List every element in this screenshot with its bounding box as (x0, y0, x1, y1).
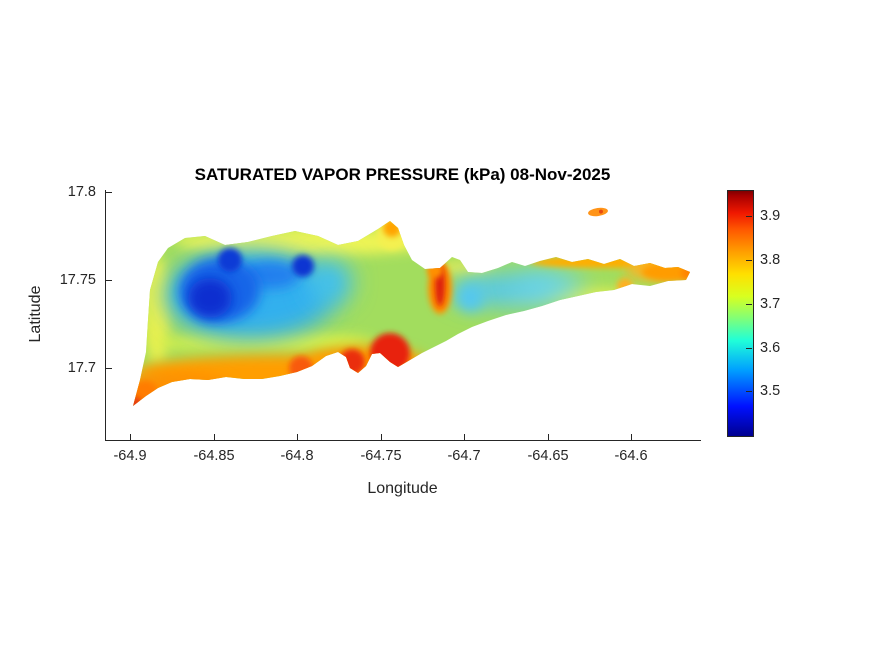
y-tick-label: 17.75 (59, 272, 96, 288)
x-tick-label: -64.9 (113, 448, 147, 464)
x-tick-mark (381, 434, 382, 440)
colorbar (727, 190, 754, 437)
y-tick-label: 17.7 (67, 360, 96, 376)
y-tick-mark (106, 368, 112, 369)
colorbar-tick-label: 3.8 (760, 252, 781, 268)
x-tick-mark (297, 434, 298, 440)
y-tick-mark (106, 192, 112, 193)
y-tick-mark (106, 280, 112, 281)
island-heatmap (133, 221, 690, 406)
x-tick-mark (214, 434, 215, 440)
colorbar-tick-mark (746, 216, 752, 217)
x-tick-mark (548, 434, 549, 440)
colorbar-tick-mark (746, 260, 752, 261)
x-tick-label: -64.7 (447, 448, 481, 464)
colorbar-tick-label: 3.7 (760, 296, 781, 312)
colorbar-tick-mark (746, 348, 752, 349)
x-tick-mark (631, 434, 632, 440)
x-tick-mark (464, 434, 465, 440)
heatmap-canvas (133, 207, 690, 406)
x-tick-label: -64.6 (614, 448, 648, 464)
x-tick-label: -64.65 (527, 448, 569, 464)
colorbar-tick-mark (746, 304, 752, 305)
colorbar-tick-label: 3.6 (760, 340, 781, 356)
x-tick-label: -64.75 (360, 448, 402, 464)
x-tick-mark (130, 434, 131, 440)
x-axis-line (105, 440, 701, 441)
colorbar-tick-mark (746, 391, 752, 392)
islet-buck-island (588, 207, 608, 217)
y-tick-label: 17.8 (67, 184, 96, 200)
y-axis-line (105, 190, 106, 441)
x-axis-label: Longitude (367, 480, 438, 497)
x-tick-label: -64.8 (280, 448, 314, 464)
colorbar-tick-label: 3.5 (760, 383, 781, 399)
chart-title: SATURATED VAPOR PRESSURE (kPa) 08-Nov-20… (194, 165, 611, 184)
colorbar-tick-label: 3.9 (760, 208, 781, 224)
x-tick-label: -64.85 (193, 448, 235, 464)
